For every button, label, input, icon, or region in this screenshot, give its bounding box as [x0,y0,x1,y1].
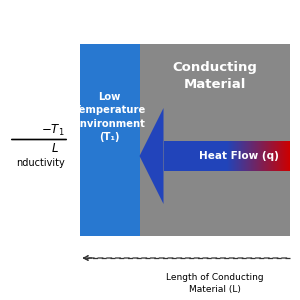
Text: $- T_1$: $- T_1$ [41,123,64,138]
Text: $L$: $L$ [51,142,58,155]
Polygon shape [140,108,164,204]
Text: nductivity: nductivity [16,158,64,169]
Bar [80,44,140,236]
Text: Low
Temperature
Environment
(T₁): Low Temperature Environment (T₁) [74,92,146,142]
Text: Length of Conducting
Material (L): Length of Conducting Material (L) [166,273,263,294]
Text: Conducting
Material: Conducting Material [172,61,257,92]
Text: Heat Flow (q): Heat Flow (q) [199,151,278,161]
Bar [140,44,290,236]
